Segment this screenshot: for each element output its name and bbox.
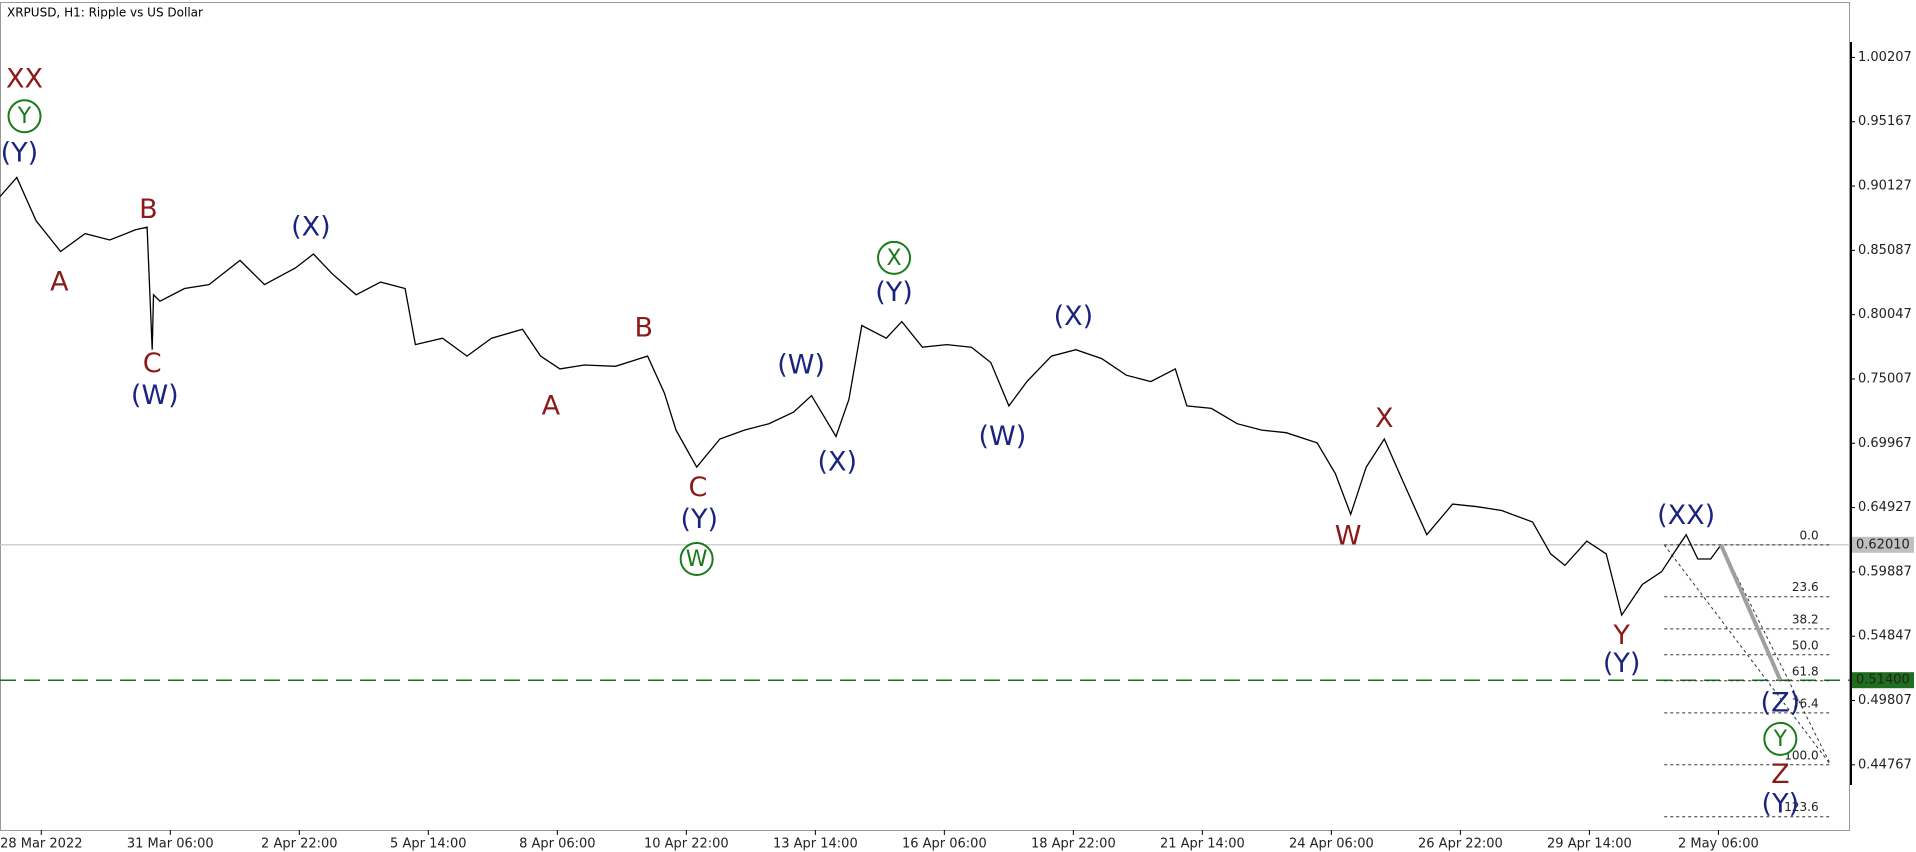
price-line-series	[0, 176, 1722, 617]
wave-label: (X)	[1054, 301, 1094, 332]
wave-label: A	[542, 390, 561, 421]
x-tick-label: 24 Apr 06:00	[1289, 837, 1374, 852]
x-tick-label: 26 Apr 22:00	[1418, 837, 1503, 852]
fib-label: 50.0	[1792, 638, 1819, 652]
x-tick-label: 16 Apr 06:00	[902, 837, 987, 852]
fib-label: 100.0	[1784, 748, 1818, 762]
fib-label: 76.4	[1792, 696, 1819, 710]
fib-label: 23.6	[1792, 580, 1819, 594]
wave-label: W	[686, 547, 708, 572]
y-tick-label: 0.49807	[1858, 693, 1912, 708]
y-tick-label: 0.54847	[1858, 629, 1912, 644]
x-tick-label: 31 Mar 06:00	[127, 837, 214, 852]
y-tick-label: 0.64927	[1858, 500, 1912, 515]
fib-label: 61.8	[1792, 664, 1819, 678]
fib-label: 123.6	[1784, 800, 1818, 814]
wave-label: (Y)	[1, 138, 39, 169]
y-tick-label: 0.59887	[1858, 564, 1912, 579]
wave-label: B	[634, 313, 653, 344]
wave-label: (X)	[291, 212, 331, 243]
chart-title: XRPUSD, H1: Ripple vs US Dollar	[7, 6, 203, 20]
wave-label: Y	[17, 104, 32, 129]
wave-label: Y	[1773, 727, 1788, 752]
price-label: 0.51400	[1856, 673, 1910, 688]
x-tick-label: 8 Apr 06:00	[519, 837, 596, 852]
price-label: 0.62010	[1856, 537, 1910, 552]
x-tick-label: 18 Apr 22:00	[1031, 837, 1116, 852]
y-tick-label: 0.95167	[1858, 114, 1912, 129]
wave-label: W	[1335, 521, 1362, 552]
wave-label: (W)	[131, 380, 179, 411]
y-tick-label: 0.69967	[1858, 436, 1912, 451]
y-tick-label: 0.80047	[1858, 307, 1912, 322]
x-tick-label: 13 Apr 14:00	[773, 837, 858, 852]
wave-circle	[7, 99, 42, 134]
wave-circle	[679, 541, 714, 576]
wave-label: X	[1375, 403, 1394, 434]
wave-label: (Y)	[875, 277, 913, 308]
x-tick-label: 10 Apr 22:00	[644, 837, 729, 852]
plot-frame	[0, 2, 1850, 831]
wave-label: B	[139, 194, 158, 225]
wave-label: (Z)	[1761, 688, 1801, 719]
wave-label: (Y)	[1603, 648, 1641, 679]
fib-diagonal	[1663, 544, 1832, 766]
wave-label: C	[143, 348, 162, 379]
wave-label: (Y)	[680, 504, 718, 535]
wave-label: C	[689, 472, 708, 503]
price-label-box	[1852, 536, 1914, 553]
x-tick-label: 2 Apr 22:00	[261, 837, 338, 852]
wave-label: A	[50, 267, 69, 298]
wave-label: (XX)	[1657, 500, 1715, 531]
wave-circle	[1763, 721, 1798, 756]
fib-label: 0.0	[1800, 528, 1819, 542]
y-tick-label: 0.44767	[1858, 757, 1912, 772]
wave-label: (Y)	[1762, 788, 1800, 819]
wave-label: Z	[1771, 759, 1790, 790]
y-tick-label: 0.90127	[1858, 179, 1912, 194]
x-tick-label: 5 Apr 14:00	[390, 837, 467, 852]
wave-label: XX	[6, 64, 43, 95]
y-tick-label: 1.00207	[1858, 50, 1912, 65]
wave-circle	[877, 240, 912, 275]
wave-label: (W)	[777, 350, 825, 381]
wave-label: X	[886, 246, 901, 271]
fib-label: 38.2	[1792, 612, 1819, 626]
price-label-box	[1852, 672, 1914, 689]
x-tick-label: 21 Apr 14:00	[1160, 837, 1245, 852]
wave-label: (W)	[979, 421, 1027, 452]
fib-diagonal	[1720, 544, 1832, 766]
y-tick-label: 0.75007	[1858, 371, 1912, 386]
x-tick-label: 29 Apr 14:00	[1547, 837, 1632, 852]
wave-label: Y	[1612, 620, 1630, 651]
y-tick-label: 0.85087	[1858, 243, 1912, 258]
x-tick-label: 28 Mar 2022	[0, 837, 82, 852]
wave-label: (X)	[817, 447, 857, 478]
projection-line	[1719, 544, 1783, 681]
x-tick-label: 2 May 06:00	[1678, 837, 1759, 852]
